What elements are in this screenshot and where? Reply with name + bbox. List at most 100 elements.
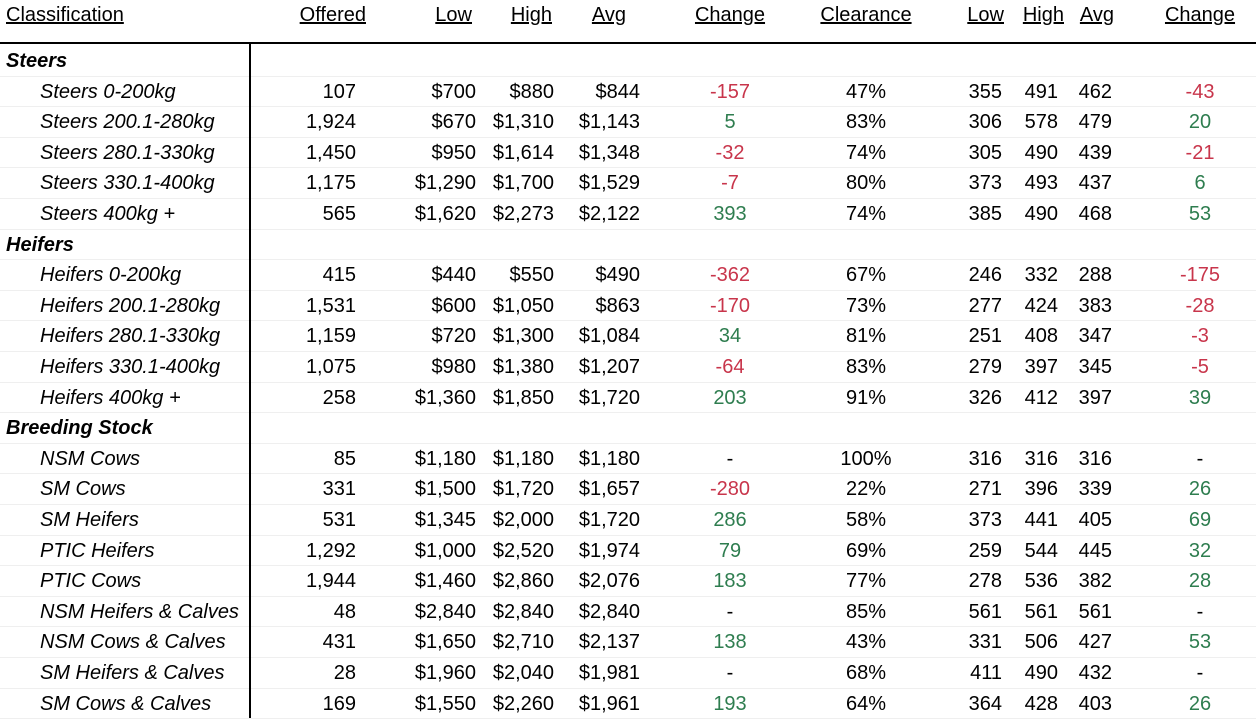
cell-low2: 259 bbox=[968, 539, 1002, 562]
row-classification: PTIC Heifers bbox=[40, 539, 155, 562]
cell-clearance: 69% bbox=[845, 539, 887, 562]
cell-change: 286 bbox=[713, 509, 747, 531]
cell-low: $700 bbox=[431, 80, 477, 103]
cell-low2: 373 bbox=[968, 172, 1002, 195]
cell-avg2: 437 bbox=[1078, 172, 1112, 195]
cell-low2: 251 bbox=[968, 325, 1002, 348]
table-row: SM Heifers 531 $1,345 $2,000 $1,720 286 58% 373… bbox=[0, 505, 1256, 536]
cell-clearance: 68% bbox=[845, 662, 887, 684]
cell-high2: 441 bbox=[1024, 509, 1058, 531]
cell-change: 34 bbox=[718, 325, 742, 348]
cell-clearance: 22% bbox=[845, 478, 887, 501]
cell-high2: 491 bbox=[1024, 80, 1058, 103]
cell-low2: 305 bbox=[968, 141, 1002, 164]
table-row: Heifers 330.1-400kg 1,075 $980 $1,380 $1,207… bbox=[0, 352, 1256, 383]
cell-offered: 1,159 bbox=[305, 325, 356, 348]
cell-change2: -43 bbox=[1185, 80, 1215, 103]
cell-high: $1,850 bbox=[492, 386, 554, 409]
table-row: SM Cows 331 $1,500 $1,720 $1,657 -280 22% 271 39… bbox=[0, 474, 1256, 505]
cell-low: $980 bbox=[431, 356, 477, 378]
header-high-2[interactable]: High bbox=[1022, 4, 1064, 26]
cell-high: $1,180 bbox=[492, 447, 554, 470]
cell-offered: 565 bbox=[322, 203, 356, 225]
cell-low2: 306 bbox=[968, 111, 1002, 134]
section-row: Breeding Stock bbox=[0, 413, 1256, 444]
cell-high: $2,260 bbox=[492, 692, 554, 715]
cell-change: 5 bbox=[724, 111, 736, 134]
cell-avg: $1,961 bbox=[578, 692, 640, 715]
cell-avg: $1,720 bbox=[578, 386, 640, 409]
cell-avg2: 397 bbox=[1078, 386, 1112, 409]
cell-offered: 107 bbox=[322, 80, 356, 103]
cell-avg2: 339 bbox=[1078, 478, 1112, 501]
cell-avg: $2,137 bbox=[578, 631, 640, 654]
row-classification: Steers 280.1-330kg bbox=[40, 141, 215, 164]
table-row: Steers 200.1-280kg 1,924 $670 $1,310 $1,143 5… bbox=[0, 107, 1256, 138]
cell-low2: 364 bbox=[968, 692, 1002, 715]
header-change-2[interactable]: Change bbox=[1164, 4, 1236, 26]
cell-low: $1,345 bbox=[414, 509, 476, 531]
cell-high2: 408 bbox=[1024, 325, 1058, 348]
cell-clearance: 73% bbox=[845, 294, 887, 317]
header-high[interactable]: High bbox=[510, 4, 552, 26]
cell-avg: $2,840 bbox=[578, 600, 640, 623]
cell-low: $1,000 bbox=[414, 539, 476, 562]
cell-change2: -21 bbox=[1185, 141, 1215, 164]
cell-clearance: 67% bbox=[845, 264, 887, 287]
header-offered[interactable]: Offered bbox=[299, 4, 366, 26]
cell-high: $2,520 bbox=[492, 539, 554, 562]
cell-change: -170 bbox=[709, 294, 751, 317]
cell-avg: $1,974 bbox=[578, 539, 640, 562]
cell-change: -280 bbox=[709, 478, 751, 501]
cell-change2: 20 bbox=[1188, 111, 1212, 134]
cell-high2: 396 bbox=[1024, 478, 1058, 501]
cell-low: $950 bbox=[431, 141, 477, 164]
cell-high: $1,720 bbox=[492, 478, 554, 501]
row-classification: Steers 200.1-280kg bbox=[40, 111, 215, 134]
cell-high2: 578 bbox=[1024, 111, 1058, 134]
cell-low2: 385 bbox=[968, 203, 1002, 225]
row-classification: NSM Cows bbox=[40, 447, 141, 470]
header-classification[interactable]: Classification bbox=[6, 4, 124, 26]
cell-high: $1,300 bbox=[492, 325, 554, 348]
cell-avg2: 382 bbox=[1078, 570, 1112, 593]
cell-low: $1,620 bbox=[414, 203, 476, 225]
row-classification: Steers 0-200kg bbox=[40, 80, 176, 103]
header-change[interactable]: Change bbox=[694, 4, 766, 26]
header-low[interactable]: Low bbox=[435, 4, 472, 26]
cell-high: $2,000 bbox=[492, 509, 554, 531]
header-avg[interactable]: Avg bbox=[591, 4, 626, 26]
cell-avg2: 468 bbox=[1078, 203, 1112, 225]
cell-change2: -175 bbox=[1179, 264, 1221, 287]
header-low-2[interactable]: Low bbox=[967, 4, 1004, 26]
section-row: Heifers bbox=[0, 230, 1256, 261]
cell-offered: 431 bbox=[322, 631, 356, 654]
table-row: Heifers 280.1-330kg 1,159 $720 $1,300 $1,084… bbox=[0, 321, 1256, 352]
cell-avg2: 345 bbox=[1078, 356, 1112, 378]
cell-high: $1,050 bbox=[492, 294, 554, 317]
table-row: Steers 280.1-330kg 1,450 $950 $1,614 $1,348 -… bbox=[0, 138, 1256, 169]
cell-avg: $1,657 bbox=[578, 478, 640, 501]
cell-change: -32 bbox=[715, 141, 745, 164]
cell-avg: $863 bbox=[595, 294, 641, 317]
cell-high: $1,614 bbox=[492, 141, 554, 164]
cell-avg2: 462 bbox=[1078, 80, 1112, 103]
column-divider bbox=[249, 44, 251, 718]
cell-high: $1,700 bbox=[492, 172, 554, 195]
cell-offered: 48 bbox=[333, 600, 356, 623]
cell-avg: $1,207 bbox=[578, 356, 640, 378]
cell-low: $1,500 bbox=[414, 478, 476, 501]
cell-avg: $1,529 bbox=[578, 172, 640, 195]
cell-offered: 258 bbox=[322, 386, 356, 409]
cell-offered: 1,924 bbox=[305, 111, 356, 134]
header-avg-2[interactable]: Avg bbox=[1079, 4, 1114, 26]
cell-change2: - bbox=[1196, 447, 1204, 470]
cell-low2: 278 bbox=[968, 570, 1002, 593]
cell-change: -157 bbox=[709, 80, 751, 103]
cell-change: 193 bbox=[713, 692, 747, 715]
table-header-row: Classification Offered Low High Avg Chan… bbox=[0, 0, 1256, 44]
header-clearance[interactable]: Clearance bbox=[820, 4, 912, 26]
cell-high: $2,273 bbox=[492, 203, 554, 225]
section-row: Steers bbox=[0, 46, 1256, 77]
cell-avg: $1,143 bbox=[578, 111, 640, 134]
